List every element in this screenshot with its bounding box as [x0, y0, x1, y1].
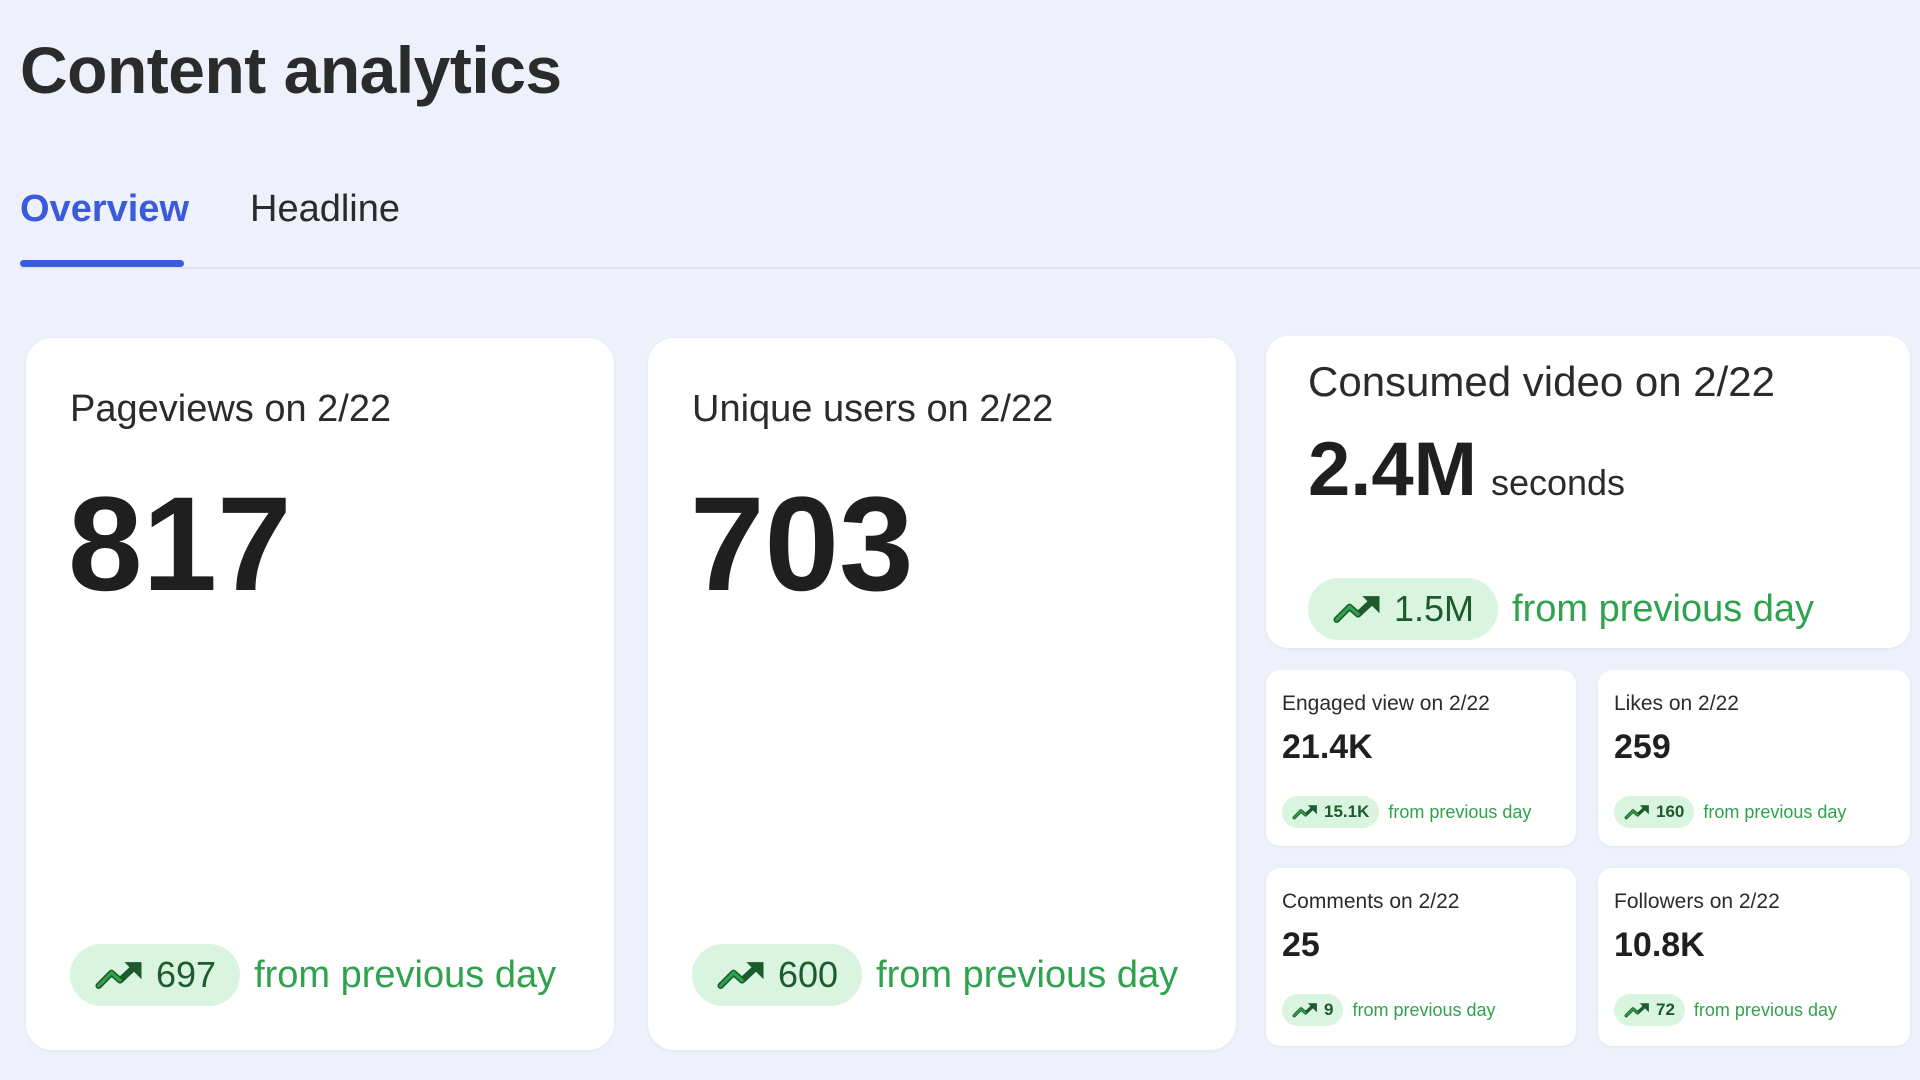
tab-divider: [20, 267, 1920, 269]
likes-delta: 160: [1656, 802, 1685, 821]
tab-bar: Overview Headline: [20, 180, 1920, 270]
trending-up-icon: [1292, 1003, 1317, 1018]
trending-up-icon: [1624, 805, 1649, 820]
trend-pill: 15.1K: [1282, 796, 1380, 828]
comments-trend: 9 from previous day: [1282, 994, 1496, 1026]
engaged-view-card: Engaged view on 2/22 21.4K 15.1K from pr…: [1266, 670, 1576, 846]
engaged-view-delta-text: from previous day: [1388, 801, 1532, 822]
followers-delta: 72: [1656, 1000, 1675, 1019]
unique-users-card: Unique users on 2/22 703 600 from previo…: [648, 338, 1236, 1050]
engaged-view-value: 21.4K: [1282, 728, 1373, 766]
trend-pill: 600: [692, 944, 863, 1006]
followers-delta-text: from previous day: [1693, 999, 1837, 1020]
unique-users-delta: 600: [778, 954, 839, 995]
engaged-view-delta: 15.1K: [1324, 802, 1370, 821]
unique-users-delta-text: from previous day: [876, 953, 1179, 996]
pageviews-value: 817: [68, 470, 292, 619]
trend-pill: 160: [1614, 796, 1695, 828]
pageviews-delta-text: from previous day: [254, 953, 557, 996]
followers-trend: 72 from previous day: [1614, 994, 1837, 1026]
followers-card: Followers on 2/22 10.8K 72 from previous…: [1598, 868, 1910, 1046]
comments-label: Comments on 2/22: [1282, 890, 1460, 913]
active-tab-indicator: [20, 260, 184, 267]
trend-pill: 697: [70, 944, 241, 1006]
consumed-video-delta: 1.5M: [1394, 588, 1475, 629]
consumed-video-trend: 1.5M from previous day: [1308, 578, 1814, 640]
unique-users-label: Unique users on 2/22: [692, 388, 1054, 430]
page-title: Content analytics: [20, 33, 562, 107]
comments-delta-text: from previous day: [1352, 999, 1496, 1020]
pageviews-delta: 697: [156, 954, 217, 995]
followers-value: 10.8K: [1614, 926, 1705, 964]
consumed-video-delta-text: from previous day: [1512, 587, 1815, 630]
trending-up-icon: [95, 962, 142, 989]
comments-value: 25: [1282, 926, 1320, 964]
likes-card: Likes on 2/22 259 160 from previous day: [1598, 670, 1910, 846]
pageviews-trend: 697 from previous day: [70, 944, 556, 1006]
trend-pill: 72: [1614, 994, 1685, 1026]
engaged-view-label: Engaged view on 2/22: [1282, 692, 1490, 715]
consumed-video-value-row: 2.4M seconds: [1308, 426, 1625, 513]
likes-delta-text: from previous day: [1703, 801, 1847, 822]
consumed-video-card: Consumed video on 2/22 2.4M seconds 1.5M…: [1266, 336, 1910, 648]
trend-pill: 1.5M: [1308, 578, 1499, 640]
likes-trend: 160 from previous day: [1614, 796, 1846, 828]
likes-value: 259: [1614, 728, 1671, 766]
trending-up-icon: [1292, 805, 1317, 820]
trend-pill: 9: [1282, 994, 1344, 1026]
trending-up-icon: [1624, 1003, 1649, 1018]
trending-up-icon: [1333, 596, 1380, 623]
pageviews-card: Pageviews on 2/22 817 697 from previous …: [26, 338, 614, 1050]
tab-headline[interactable]: Headline: [250, 188, 400, 230]
consumed-video-unit: seconds: [1490, 462, 1626, 503]
trending-up-icon: [717, 962, 764, 989]
unique-users-value: 703: [690, 470, 914, 619]
tab-overview[interactable]: Overview: [20, 188, 189, 230]
unique-users-trend: 600 from previous day: [692, 944, 1178, 1006]
likes-label: Likes on 2/22: [1614, 692, 1739, 715]
engaged-view-trend: 15.1K from previous day: [1282, 796, 1531, 828]
comments-card: Comments on 2/22 25 9 from previous day: [1266, 868, 1576, 1046]
consumed-video-value: 2.4M: [1308, 427, 1477, 512]
followers-label: Followers on 2/22: [1614, 890, 1780, 913]
comments-delta: 9: [1324, 1000, 1334, 1019]
consumed-video-label: Consumed video on 2/22: [1308, 358, 1775, 405]
pageviews-label: Pageviews on 2/22: [70, 388, 392, 430]
